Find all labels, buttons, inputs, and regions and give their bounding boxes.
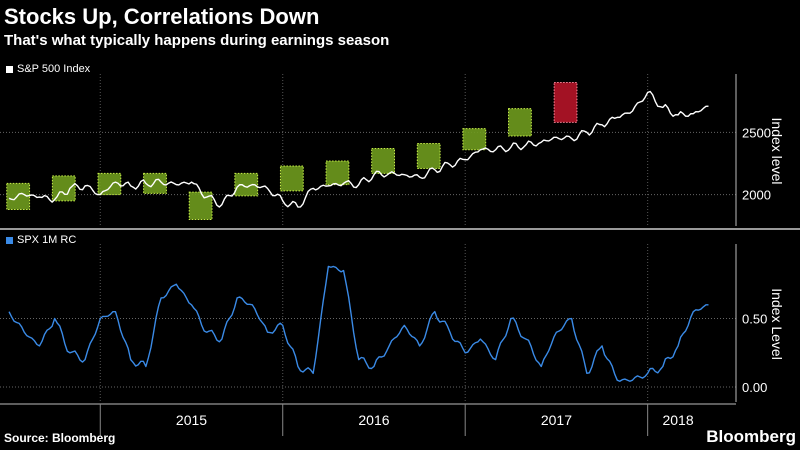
- x-tick-2016: 2016: [358, 412, 389, 428]
- legend-sp500-swatch: [6, 65, 13, 73]
- correlation-ylabel: Index Level: [769, 288, 785, 360]
- x-tick-2015: 2015: [176, 412, 207, 428]
- legend-correlation-label: SPX 1M RC: [17, 234, 77, 246]
- chart-subtitle: That's what typically happens during ear…: [4, 32, 390, 49]
- earnings-box-10: [462, 128, 487, 151]
- legend-correlation: SPX 1M RC: [6, 234, 76, 246]
- sp500-ylabel: Index level: [769, 118, 785, 185]
- earnings-box-5: [234, 172, 259, 197]
- earnings-box-1: [51, 175, 76, 202]
- spike-box-12: [553, 81, 578, 123]
- earnings-box-3: [143, 172, 167, 194]
- chart-title: Stocks Up, Correlations Down: [4, 4, 320, 29]
- x-tick-2018: 2018: [662, 412, 693, 428]
- correlation-ytick-1: 0.50: [742, 312, 767, 327]
- sp500-series-line-0: [8, 90, 709, 208]
- source-note: Source: Bloomberg: [4, 431, 116, 445]
- earnings-box-4: [188, 191, 213, 221]
- x-tick-2017: 2017: [541, 412, 572, 428]
- earnings-box-6: [279, 165, 304, 192]
- legend-correlation-swatch: [6, 236, 13, 244]
- brand-logo: Bloomberg: [706, 427, 796, 446]
- earnings-box-2: [97, 172, 122, 196]
- sp500-ytick-1: 2500: [742, 125, 771, 140]
- legend-sp500: S&P 500 Index: [6, 63, 90, 75]
- correlation-ytick-0: 0.00: [742, 380, 767, 395]
- earnings-box-7: [325, 160, 350, 186]
- earnings-box-0: [6, 182, 31, 211]
- sp500-ytick-0: 2000: [742, 188, 771, 203]
- correlation-series-line-0: [8, 265, 709, 382]
- earnings-box-11: [508, 108, 532, 137]
- legend-sp500-label: S&P 500 Index: [17, 63, 91, 75]
- earnings-box-9: [416, 143, 441, 169]
- earnings-box-8: [371, 148, 395, 174]
